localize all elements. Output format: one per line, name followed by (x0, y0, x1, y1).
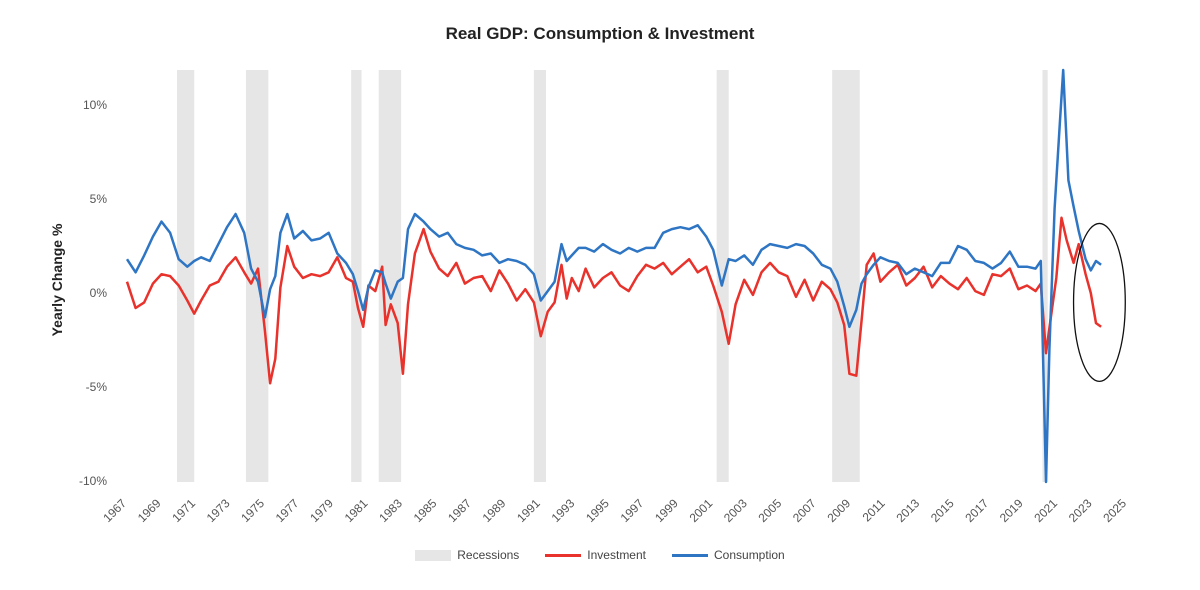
recession-band-4 (378, 70, 402, 482)
legend-swatch-investment (545, 553, 582, 557)
x-tick-label: 1975 (238, 496, 267, 525)
series-line-investment (125, 216, 1102, 385)
chart-legend: Recessions Investment Consumption (0, 548, 1200, 562)
x-tick-label: 1981 (342, 496, 371, 525)
x-tick-label: 2007 (790, 496, 819, 525)
recession-band-5 (533, 70, 546, 482)
recession-band-8 (1042, 70, 1048, 482)
x-tick-label: 2001 (687, 496, 716, 525)
recession-band-2 (245, 70, 269, 482)
x-tick-label: 1969 (135, 496, 164, 525)
x-tick-label: 2021 (1031, 496, 1060, 525)
legend-item-recessions: Recessions (415, 548, 519, 562)
x-tick-label: 1971 (169, 496, 198, 525)
x-tick-label: 1987 (445, 496, 474, 525)
y-tick-label: 0% (90, 286, 108, 300)
x-axis-ticks: 1967 1969 1971 1973 1975 1977 1979 1981 1983 1985… (100, 496, 1129, 525)
x-tick-label: 2025 (1100, 496, 1129, 525)
y-tick-label: 10% (83, 98, 107, 112)
legend-swatch-consumption (672, 553, 708, 557)
series-lines (125, 68, 1102, 484)
legend-item-investment: Investment (545, 548, 646, 562)
y-axis-label: Yearly Change % (49, 223, 65, 336)
chart-title: Real GDP: Consumption & Investment (445, 24, 755, 43)
recession-bands (177, 70, 1048, 482)
x-tick-label: 1995 (583, 496, 612, 525)
x-tick-label: 2017 (962, 496, 991, 525)
x-tick-label: 1991 (514, 496, 543, 525)
legend-item-consumption: Consumption (672, 548, 785, 562)
recession-band-7 (832, 70, 860, 482)
x-tick-label: 2023 (1066, 496, 1095, 525)
legend-label-consumption: Consumption (714, 548, 785, 562)
x-tick-label: 2003 (721, 496, 750, 525)
x-tick-label: 1989 (480, 496, 509, 525)
x-tick-label: 1967 (100, 496, 129, 525)
series-line-consumption (125, 68, 1102, 484)
x-tick-label: 2013 (893, 496, 922, 525)
recession-band-6 (716, 70, 729, 482)
x-tick-label: 2005 (756, 496, 785, 525)
x-tick-label: 1979 (307, 496, 336, 525)
legend-label-investment: Investment (587, 548, 646, 562)
x-tick-label: 1977 (273, 496, 302, 525)
x-tick-label: 1973 (204, 496, 233, 525)
y-tick-label: -10% (79, 474, 107, 488)
recession-band-3 (351, 70, 362, 482)
x-tick-label: 1997 (618, 496, 647, 525)
y-tick-label: -5% (86, 380, 108, 394)
x-tick-label: 2015 (928, 496, 957, 525)
highlight-ellipse (1072, 222, 1126, 383)
x-tick-label: 2009 (824, 496, 853, 525)
recession-band-1 (177, 70, 195, 482)
legend-label-recessions: Recessions (457, 548, 520, 562)
y-axis-ticks: 10% 5% 0% -5% -10% (79, 98, 107, 488)
x-tick-label: 2011 (860, 496, 888, 524)
x-tick-label: 1993 (549, 496, 578, 525)
x-tick-label: 2019 (997, 496, 1026, 525)
legend-swatch-recessions (415, 549, 452, 561)
annotations (1072, 222, 1126, 383)
x-tick-label: 1983 (376, 496, 405, 525)
y-tick-label: 5% (90, 192, 108, 206)
x-tick-label: 1999 (652, 496, 681, 525)
x-tick-label: 1985 (411, 496, 440, 525)
